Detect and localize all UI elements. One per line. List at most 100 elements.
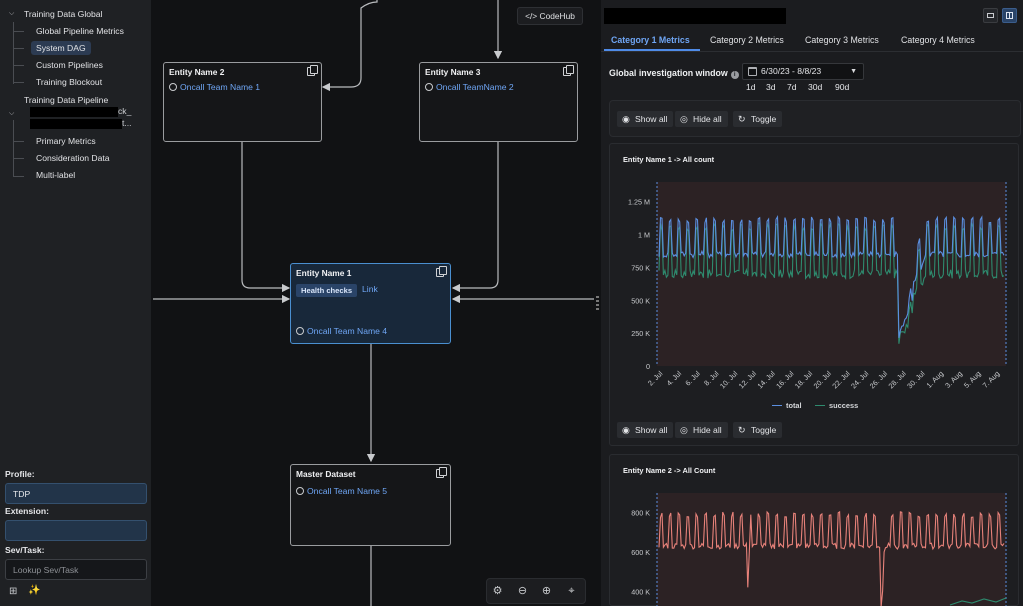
range-1d[interactable]: 1d [746,82,756,92]
copy-icon[interactable] [563,65,574,76]
node-title: Entity Name 1 [296,268,352,278]
chart-card-entity-2: Entity Name 2 -> All Count 400 K 600 K 800… [609,454,1019,606]
y-tick-label: 600 K [631,548,650,557]
profile-label: Profile: [5,469,35,479]
layout-split-icon[interactable] [1002,8,1017,23]
x-tick-label: 18. Jul [793,369,815,391]
chevron-down-icon[interactable]: ⌵ [9,110,15,117]
legend-success[interactable]: success [815,401,858,410]
info-icon[interactable]: i [730,71,739,79]
hide-all-button[interactable]: ◎ Hide all [675,422,728,438]
tree-item-training-data-pipeline[interactable]: Training Data Pipeline [24,95,109,105]
x-tick-label: 20. Jul [812,369,834,391]
range-7d[interactable]: 7d [787,82,797,92]
dag-canvas[interactable]: </> CodeHub Entity Name 2 Oncall Team Na… [151,0,594,606]
tab-category-3[interactable]: Category 3 Metrics [805,35,879,45]
tree-item-training-blockout[interactable]: Training Blockout [36,77,103,87]
node-team-link[interactable]: Oncall Team Name 5 [296,486,387,496]
x-tick-label: 6. Jul [683,369,702,388]
layout-single-icon[interactable] [983,8,998,23]
tab-category-2[interactable]: Category 2 Metrics [710,35,784,45]
y-tick-label: 1 M [638,231,650,240]
show-all-button[interactable]: ◉ Show all [617,422,674,438]
tab-category-4[interactable]: Category 4 Metrics [901,35,975,45]
copy-icon[interactable] [436,467,447,478]
hide-all-button[interactable]: ◎ Hide all [675,111,728,127]
tree-item-custom-pipelines[interactable]: Custom Pipelines [36,60,103,70]
redaction-block [30,107,118,117]
x-tick-label: 26. Jul [868,369,890,391]
profile-select[interactable]: TDP [5,483,147,504]
extension-label: Extension: [5,506,49,516]
chart-entity-1-plot[interactable]: 0 250 K 500 K 750 K 1 M 1.25 M 2. Jul 4. Jul 6. … [610,144,1020,447]
x-tick-label: 14. Jul [755,369,777,391]
x-tick-label: 4. Jul [665,369,684,388]
node-title: Entity Name 3 [425,67,481,77]
redacted-item-fragment: t... [122,118,132,128]
legend-swatch [772,404,782,406]
magic-wand-icon[interactable]: ✨ [28,585,41,596]
code-icon: </> [525,11,538,21]
copy-icon[interactable] [307,65,318,76]
eye-icon: ◉ [622,425,630,435]
copy-icon[interactable] [436,266,447,277]
show-all-button[interactable]: ◉ Show all [617,111,674,127]
node-entity-1[interactable]: Entity Name 1 Health checks Link Oncall … [290,263,451,344]
edge [451,141,499,293]
drag-handle-icon[interactable] [596,296,599,310]
eye-icon: ◉ [622,114,630,124]
chevron-down-icon[interactable]: ⌵ [9,10,15,17]
zoom-toolbar: ⚙ ⊖ ⊕ ⌖ [486,578,586,604]
x-tick-label: 28. Jul [886,369,908,391]
node-entity-3[interactable]: Entity Name 3 Oncall TeamName 2 [419,62,578,142]
series-line-secondary [949,597,1007,606]
tree-item-consideration-data[interactable]: Consideration Data [36,153,110,163]
node-link[interactable]: Link [362,284,378,294]
x-tick-label: 5. Aug [962,369,983,390]
node-team-link[interactable]: Oncall TeamName 2 [425,82,514,92]
toggle-button[interactable]: ↻ Toggle [733,111,783,127]
x-tick-label: 12. Jul [737,369,759,391]
fit-icon[interactable]: ⚙ [492,585,503,597]
health-checks-badge[interactable]: Health checks [296,284,358,297]
codehub-button[interactable]: </> CodeHub [517,7,583,25]
y-tick-label: 1.25 M [628,198,650,207]
date-range-picker[interactable]: 6/30/23 - 8/8/23 ▼ [742,63,864,80]
tab-category-1[interactable]: Category 1 Metrics [611,35,690,45]
range-90d[interactable]: 90d [835,82,850,92]
zoom-out-icon[interactable]: ⊖ [517,585,528,597]
x-tick-label: 3. Aug [943,369,964,390]
panel-toggle-icon[interactable]: ⊞ [9,586,18,597]
series-line [658,510,1005,606]
node-title: Entity Name 2 [169,67,225,77]
series-line-total [658,215,1005,339]
zoom-in-icon[interactable]: ⊕ [541,585,552,597]
category-tabs: Category 1 Metrics Category 2 Metrics Ca… [601,30,1023,52]
redaction-block [30,119,122,129]
legend-total[interactable]: total [772,401,802,410]
y-tick-label: 750 K [631,263,650,272]
node-team-link[interactable]: Oncall Team Name 4 [296,326,387,336]
panel-splitter[interactable] [594,0,601,606]
node-entity-2[interactable]: Entity Name 2 Oncall Team Name 1 [163,62,322,142]
eye-off-icon: ◎ [680,425,688,435]
sev-task-input[interactable]: Lookup Sev/Task [5,559,147,580]
node-team-link[interactable]: Oncall Team Name 1 [169,82,260,92]
tree-item-training-data-global[interactable]: Training Data Global [24,9,103,19]
extension-select[interactable] [5,520,147,541]
tree-item-global-pipeline-metrics[interactable]: Global Pipeline Metrics [36,26,124,36]
toggle-button[interactable]: ↻ Toggle [733,422,783,438]
caret-down-icon: ▼ [850,68,857,75]
tree-item-primary-metrics[interactable]: Primary Metrics [36,136,96,146]
range-3d[interactable]: 3d [766,82,776,92]
tree-item-multi-label[interactable]: Multi-label [36,170,76,180]
range-30d[interactable]: 30d [808,82,823,92]
active-tab-indicator [604,49,700,51]
chart-entity-2-plot[interactable]: 400 K 600 K 800 K [610,455,1020,606]
node-master-dataset[interactable]: Master Dataset Oncall Team Name 5 [290,464,451,546]
recenter-icon[interactable]: ⌖ [568,585,575,597]
refresh-icon: ↻ [738,114,746,124]
eye-off-icon: ◎ [680,114,688,124]
tree-item-system-dag[interactable]: System DAG [31,41,91,56]
oncall-icon [425,83,433,91]
